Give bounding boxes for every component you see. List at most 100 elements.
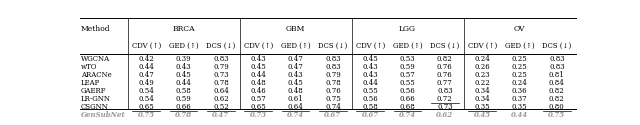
Text: 0.66: 0.66	[399, 95, 415, 103]
Text: 0.43: 0.43	[176, 63, 191, 71]
Text: 0.24: 0.24	[474, 55, 490, 63]
Text: 0.42: 0.42	[138, 55, 154, 63]
Text: GBM: GBM	[286, 25, 305, 33]
Text: WGCNA: WGCNA	[81, 55, 110, 63]
Text: 0.74: 0.74	[325, 103, 340, 111]
Text: 0.56: 0.56	[362, 95, 378, 103]
Text: 0.47: 0.47	[138, 71, 154, 79]
Text: 0.43: 0.43	[362, 71, 378, 79]
Text: 0.57: 0.57	[399, 71, 415, 79]
Text: 0.77: 0.77	[437, 79, 452, 87]
Text: 0.34: 0.34	[474, 87, 490, 95]
Text: DCS (↓): DCS (↓)	[318, 42, 348, 50]
Text: 0.26: 0.26	[474, 63, 490, 71]
Text: 0.34: 0.34	[474, 95, 490, 103]
Text: 0.68: 0.68	[399, 103, 415, 111]
Text: 0.76: 0.76	[325, 87, 340, 95]
Text: 0.82: 0.82	[437, 55, 452, 63]
Text: CSGNN: CSGNN	[81, 103, 109, 111]
Text: DCS (↓): DCS (↓)	[206, 42, 236, 50]
Text: 0.72: 0.72	[437, 95, 452, 103]
Text: 0.66: 0.66	[176, 103, 191, 111]
Text: CDV (↑): CDV (↑)	[244, 42, 273, 50]
Text: 0.22: 0.22	[474, 79, 490, 87]
Text: 0.25: 0.25	[511, 55, 527, 63]
Text: 0.78: 0.78	[325, 79, 340, 87]
Text: 0.43: 0.43	[362, 63, 378, 71]
Text: 0.83: 0.83	[213, 55, 228, 63]
Text: 0.75: 0.75	[138, 111, 155, 119]
Text: 0.76: 0.76	[437, 71, 452, 79]
Text: 0.64: 0.64	[213, 87, 229, 95]
Text: 0.82: 0.82	[549, 87, 564, 95]
Text: 0.47: 0.47	[288, 63, 303, 71]
Text: 0.62: 0.62	[436, 111, 453, 119]
Text: wTO: wTO	[81, 63, 97, 71]
Text: 0.76: 0.76	[437, 63, 452, 71]
Text: 0.79: 0.79	[325, 71, 340, 79]
Text: GED (↑): GED (↑)	[169, 42, 198, 50]
Text: 0.83: 0.83	[325, 55, 340, 63]
Text: LR-GNN: LR-GNN	[81, 95, 111, 103]
Text: 0.37: 0.37	[512, 95, 527, 103]
Text: 0.83: 0.83	[325, 63, 340, 71]
Text: GenSubNet: GenSubNet	[81, 111, 125, 119]
Text: 0.43: 0.43	[250, 55, 266, 63]
Text: 0.65: 0.65	[250, 103, 266, 111]
Text: 0.48: 0.48	[288, 87, 303, 95]
Text: 0.62: 0.62	[213, 95, 229, 103]
Text: 0.80: 0.80	[549, 103, 564, 111]
Text: 0.83: 0.83	[549, 55, 564, 63]
Text: 0.83: 0.83	[549, 63, 564, 71]
Text: ARACNe: ARACNe	[81, 71, 112, 79]
Text: 0.25: 0.25	[511, 63, 527, 71]
Text: 0.79: 0.79	[213, 63, 229, 71]
Text: 0.24: 0.24	[511, 79, 527, 87]
Text: LGG: LGG	[399, 25, 416, 33]
Text: Method: Method	[81, 25, 111, 33]
Text: BRCA: BRCA	[172, 25, 195, 33]
Text: OV: OV	[514, 25, 525, 33]
Text: 0.67: 0.67	[324, 111, 342, 119]
Text: 0.65: 0.65	[138, 103, 154, 111]
Text: CDV (↑): CDV (↑)	[132, 42, 161, 50]
Text: 0.54: 0.54	[138, 95, 154, 103]
Text: 0.45: 0.45	[288, 79, 303, 87]
Text: 0.82: 0.82	[549, 95, 564, 103]
Text: 0.44: 0.44	[362, 79, 378, 87]
Text: LEAP: LEAP	[81, 79, 100, 87]
Text: 0.54: 0.54	[138, 87, 154, 95]
Text: 0.44: 0.44	[176, 79, 191, 87]
Text: GED (↑): GED (↑)	[505, 42, 534, 50]
Text: 0.59: 0.59	[399, 63, 415, 71]
Text: 0.74: 0.74	[399, 111, 416, 119]
Text: 0.58: 0.58	[176, 87, 191, 95]
Text: 0.39: 0.39	[176, 55, 191, 63]
Text: DCS (↓): DCS (↓)	[430, 42, 460, 50]
Text: CDV (↑): CDV (↑)	[356, 42, 385, 50]
Text: 0.44: 0.44	[250, 71, 266, 79]
Text: 0.43: 0.43	[288, 71, 303, 79]
Text: 0.74: 0.74	[287, 111, 304, 119]
Text: 0.25: 0.25	[511, 71, 527, 79]
Text: 0.55: 0.55	[399, 79, 415, 87]
Text: 0.55: 0.55	[362, 87, 378, 95]
Text: 0.45: 0.45	[250, 63, 266, 71]
Text: 0.78: 0.78	[175, 111, 192, 119]
Text: 0.49: 0.49	[138, 79, 154, 87]
Text: GED (↑): GED (↑)	[393, 42, 422, 50]
Text: 0.73: 0.73	[250, 111, 267, 119]
Text: 0.56: 0.56	[399, 87, 415, 95]
Text: GED (↑): GED (↑)	[281, 42, 310, 50]
Text: 0.45: 0.45	[362, 55, 378, 63]
Text: 0.58: 0.58	[362, 103, 378, 111]
Text: 0.59: 0.59	[176, 95, 191, 103]
Text: 0.73: 0.73	[437, 103, 452, 111]
Text: 0.53: 0.53	[400, 55, 415, 63]
Text: 0.35: 0.35	[474, 103, 490, 111]
Text: 0.83: 0.83	[437, 87, 452, 95]
Text: GAERF: GAERF	[81, 87, 106, 95]
Text: 0.52: 0.52	[213, 103, 229, 111]
Text: 0.46: 0.46	[250, 87, 266, 95]
Text: 0.48: 0.48	[250, 79, 266, 87]
